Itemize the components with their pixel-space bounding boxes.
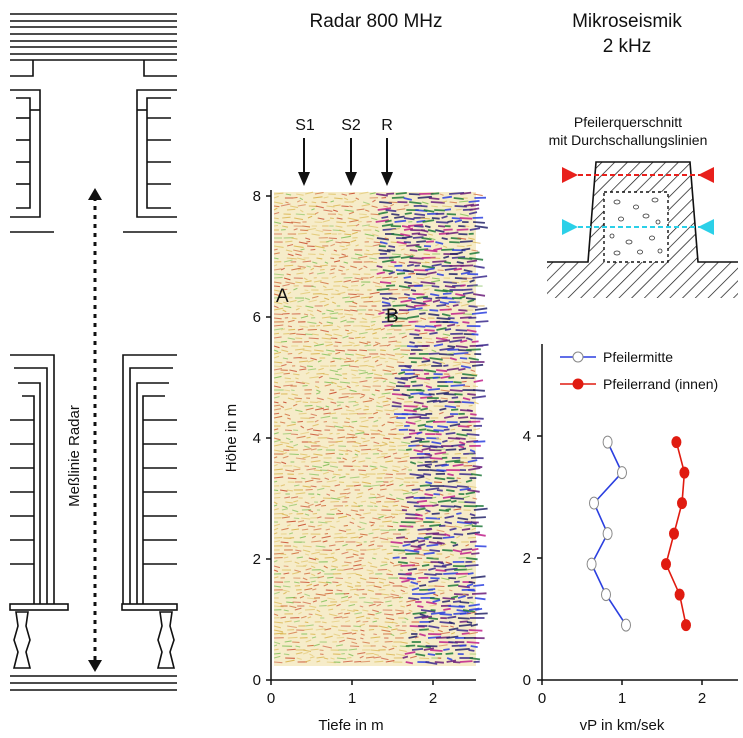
seismic-title-line2: 2 kHz xyxy=(603,36,652,57)
marker-label-r: R xyxy=(381,117,393,134)
radar-x-tick: 0 xyxy=(267,690,275,707)
data-point-inner xyxy=(586,557,597,571)
marker-arrow-s1-icon xyxy=(298,172,310,186)
radar-axes xyxy=(266,190,476,685)
cross-section-title-line2: mit Durchschallungslinien xyxy=(549,132,708,148)
legend-label-inner: Pfeilermitte xyxy=(603,349,673,365)
velocity-plot-marks xyxy=(586,435,691,632)
top-line-right-arrow-icon xyxy=(698,167,714,183)
center-line-right-arrow-icon xyxy=(698,219,714,235)
velocity-axes xyxy=(537,344,738,685)
region-label-a: A xyxy=(276,286,289,307)
top-line-left-arrow-icon xyxy=(562,167,578,183)
data-point-inner xyxy=(602,527,613,541)
velocity-y-tick: 2 xyxy=(523,550,531,567)
radar-y-axis-label: Höhe in m xyxy=(223,404,240,472)
data-point-outer xyxy=(669,527,679,540)
velocity-legend: Pfeilermitte Pfeilerrand (innen) xyxy=(560,349,718,392)
radar-tick-labels: 0 1 2 0 2 4 6 8 xyxy=(253,188,438,707)
data-point-inner xyxy=(602,435,613,449)
radar-x-tick: 1 xyxy=(348,690,356,707)
legend-filled-circle-icon xyxy=(572,378,584,390)
radar-y-tick: 4 xyxy=(253,430,261,447)
measure-line-bottom-arrow-icon xyxy=(88,660,102,672)
data-point-inner xyxy=(621,618,631,632)
radar-y-tick: 0 xyxy=(253,672,261,689)
cross-section-title-line1: Pfeilerquerschnitt xyxy=(574,114,682,130)
data-point-inner xyxy=(601,588,611,602)
marker-arrow-r-icon xyxy=(381,172,393,186)
legend-label-outer: Pfeilerrand (innen) xyxy=(603,376,718,392)
pillar-cross-section xyxy=(547,161,738,298)
radar-title: Radar 800 MHz xyxy=(309,11,442,32)
center-line-left-arrow-icon xyxy=(562,219,578,235)
measure-line-label: Meßlinie Radar xyxy=(66,405,83,507)
velocity-x-axis-label: vP in km/sek xyxy=(580,717,665,734)
velocity-tick-labels: 0 1 2 0 2 4 xyxy=(523,428,707,707)
pillar-elevation-drawing xyxy=(9,13,178,691)
legend-open-circle-icon xyxy=(572,351,584,363)
marker-label-s2: S2 xyxy=(341,117,361,134)
region-label-b: B xyxy=(386,306,399,327)
data-point-outer xyxy=(671,436,682,449)
data-point-outer xyxy=(679,466,690,479)
seismic-title-line1: Mikroseismik xyxy=(572,11,682,32)
measure-line: Meßlinie Radar xyxy=(66,188,102,672)
measure-line-top-arrow-icon xyxy=(88,188,102,200)
radargram-image xyxy=(273,191,489,666)
marker-label-s1: S1 xyxy=(295,117,315,134)
radar-y-tick: 8 xyxy=(253,188,261,205)
radar-markers: S1 S2 R xyxy=(295,117,393,186)
data-point-outer xyxy=(677,497,687,510)
marker-arrow-s2-icon xyxy=(345,172,357,186)
velocity-y-tick: 0 xyxy=(523,672,531,689)
data-point-outer xyxy=(661,558,671,571)
radar-x-axis-label: Tiefe in m xyxy=(318,717,383,734)
radar-y-tick: 6 xyxy=(253,309,261,326)
velocity-x-tick: 0 xyxy=(538,690,546,707)
velocity-x-tick: 1 xyxy=(618,690,626,707)
radar-x-tick: 2 xyxy=(429,690,437,707)
velocity-x-tick: 2 xyxy=(698,690,706,707)
velocity-y-tick: 4 xyxy=(523,428,531,445)
data-point-inner xyxy=(589,496,599,510)
data-point-outer xyxy=(681,619,691,632)
data-point-inner xyxy=(617,466,627,480)
radar-y-tick: 2 xyxy=(253,551,261,568)
data-point-outer xyxy=(674,588,685,601)
